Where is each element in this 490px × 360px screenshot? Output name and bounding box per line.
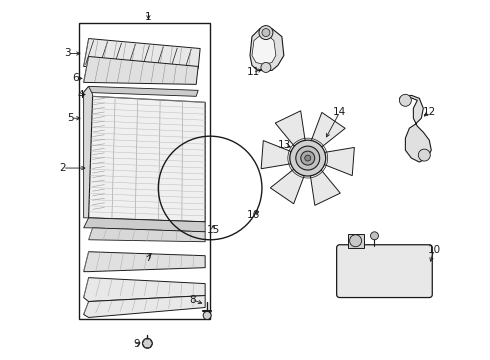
- Text: 8: 8: [189, 294, 196, 305]
- Circle shape: [259, 26, 273, 40]
- Circle shape: [143, 338, 152, 348]
- Text: 15: 15: [206, 225, 220, 235]
- Polygon shape: [143, 339, 152, 348]
- Circle shape: [203, 311, 211, 319]
- Circle shape: [399, 94, 412, 106]
- Text: 1: 1: [145, 12, 152, 22]
- Circle shape: [261, 62, 271, 72]
- Polygon shape: [84, 57, 198, 84]
- Text: 7: 7: [145, 253, 152, 263]
- Circle shape: [296, 146, 319, 170]
- Text: 12: 12: [423, 107, 436, 117]
- Polygon shape: [252, 36, 276, 64]
- Polygon shape: [89, 228, 205, 242]
- Text: 6: 6: [73, 73, 79, 84]
- Polygon shape: [310, 170, 340, 205]
- Circle shape: [290, 140, 326, 176]
- Polygon shape: [84, 218, 205, 232]
- Text: 10: 10: [428, 245, 441, 255]
- Bar: [78, 23, 210, 319]
- Circle shape: [301, 151, 315, 165]
- Polygon shape: [324, 148, 354, 176]
- Circle shape: [262, 28, 270, 37]
- Text: 11: 11: [246, 67, 260, 77]
- Polygon shape: [84, 278, 205, 302]
- Polygon shape: [84, 86, 93, 218]
- Text: 9: 9: [133, 339, 140, 349]
- Polygon shape: [84, 86, 198, 96]
- Text: 5: 5: [67, 113, 74, 123]
- Polygon shape: [399, 95, 431, 162]
- Text: 3: 3: [64, 49, 71, 58]
- FancyBboxPatch shape: [337, 245, 432, 298]
- Text: 2: 2: [59, 163, 66, 173]
- Polygon shape: [84, 252, 205, 272]
- Polygon shape: [89, 96, 205, 222]
- Polygon shape: [261, 140, 291, 169]
- Text: 16: 16: [246, 210, 260, 220]
- Polygon shape: [84, 39, 200, 68]
- Bar: [347, 234, 364, 248]
- Circle shape: [370, 232, 378, 240]
- Text: 14: 14: [333, 107, 346, 117]
- Circle shape: [418, 149, 430, 161]
- Polygon shape: [84, 296, 205, 318]
- Text: 4: 4: [77, 90, 84, 100]
- Circle shape: [305, 155, 311, 161]
- Polygon shape: [311, 112, 345, 147]
- Circle shape: [349, 235, 362, 247]
- Polygon shape: [275, 111, 305, 146]
- Text: 13: 13: [278, 140, 292, 150]
- Polygon shape: [250, 28, 284, 71]
- Polygon shape: [270, 169, 304, 204]
